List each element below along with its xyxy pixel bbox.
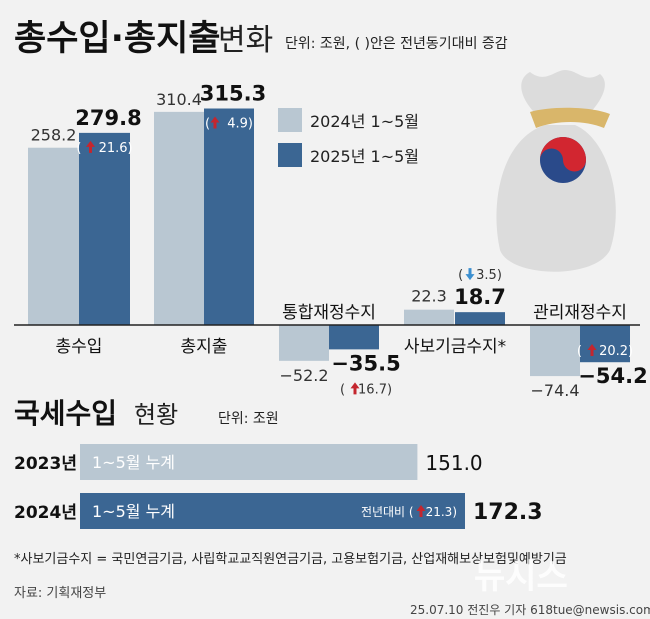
chart-title: 총수입·총지출: [14, 19, 221, 59]
bar-2025: [580, 325, 630, 363]
bar-2024: [404, 309, 454, 325]
bar-value-label: 151.0: [425, 451, 482, 475]
legend-label-2025: 2025년 1~5월: [310, 147, 419, 166]
section2-title-suffix: 현황: [134, 401, 178, 429]
change-label: ( 21.6): [76, 141, 132, 156]
legend-swatch-2024: [278, 108, 302, 132]
change-arrow-icon: [210, 116, 220, 129]
change-label: 전년대비 ( 21.3): [361, 505, 457, 519]
chart-title-suffix: 변화: [218, 23, 273, 58]
value-label-2025: 18.7: [454, 285, 506, 309]
bar-2025: [455, 312, 505, 325]
credit: 25.07.10 전진우 기자 618tue@newsis.com: [410, 603, 650, 617]
legend-swatch-2025: [278, 143, 302, 167]
change-arrow-icon: [465, 268, 475, 281]
bar-2024: [530, 325, 580, 377]
change-arrow-icon: [416, 505, 426, 517]
unit-note: 단위: 조원, ( )안은 전년동기대비 증감: [285, 36, 508, 52]
category-label: 총수입: [56, 337, 103, 357]
change-label: ( 4.9): [205, 117, 253, 132]
change-arrow-icon: [86, 140, 95, 153]
value-label-2024: 258.2: [31, 126, 77, 145]
value-label-2025: −35.5: [331, 351, 400, 375]
change-label: ( 16.7): [340, 382, 392, 397]
legend: 2024년 1~5월 2025년 1~5월: [278, 108, 419, 167]
value-label-2025: 315.3: [200, 82, 266, 106]
bar-2024: [279, 325, 329, 361]
category-label: 사보기금수지*: [404, 337, 506, 357]
bar-2025: [79, 132, 130, 325]
bar-value-label: 172.3: [473, 500, 543, 525]
value-label-2025: −54.2: [578, 364, 647, 388]
bar-2024: [154, 111, 204, 326]
value-label-2024: 22.3: [411, 287, 447, 306]
tax-revenue-bar-chart: 2023년 1~5월 누계 151.0 2024년 1~5월 누계 172.3 전년대비 (…: [14, 444, 543, 529]
value-label-2024: −74.4: [530, 381, 579, 400]
value-label-2024: −52.2: [279, 366, 328, 385]
money-bag-icon: [496, 70, 616, 272]
bar-2025: [329, 325, 379, 350]
watermark-logo: 뉴시스: [474, 557, 568, 597]
value-label-2025: 279.8: [75, 106, 141, 130]
change-label: ( 20.2): [577, 344, 633, 359]
tax-bar: [80, 444, 418, 480]
year-label: 2024년: [14, 503, 77, 523]
change-arrow-icon: [350, 382, 360, 395]
value-label-2024: 310.4: [156, 90, 202, 109]
footnote: *사보기금수지 = 국민연금기금, 사립학교교직원연금기금, 고용보험기금, 산…: [14, 552, 567, 567]
year-label: 2023년: [14, 454, 77, 474]
section2-unit: 단위: 조원: [218, 411, 279, 427]
bar-2025: [204, 108, 254, 325]
legend-label-2024: 2024년 1~5월: [310, 112, 419, 131]
category-label: 관리재정수지: [533, 303, 627, 323]
section2-title: 국세수입: [14, 397, 117, 430]
source: 자료: 기획재정부: [14, 586, 106, 601]
change-arrow-icon: [587, 344, 597, 356]
change-label: ( 3.5): [458, 268, 502, 283]
bar-inner-label: 1~5월 누계: [92, 502, 175, 521]
bar-inner-label: 1~5월 누계: [92, 453, 175, 472]
category-label: 총지출: [181, 337, 228, 357]
bar-2024: [28, 147, 79, 325]
tax-bar: [80, 493, 465, 529]
category-label: 통합재정수지: [282, 303, 376, 323]
